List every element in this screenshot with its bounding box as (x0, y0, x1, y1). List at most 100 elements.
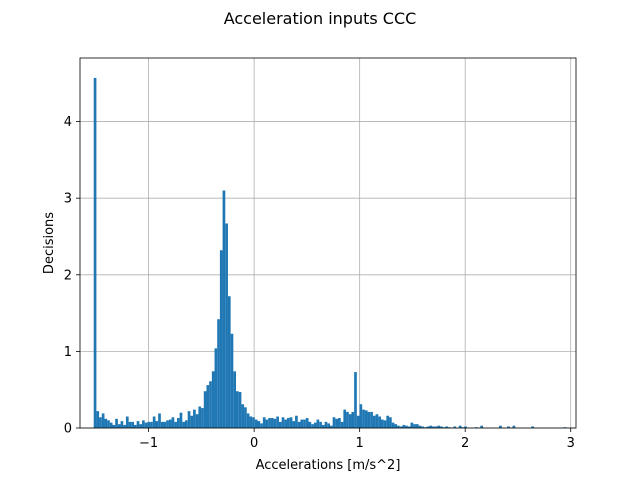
histogram-bar (407, 426, 411, 428)
x-tick-label: 3 (567, 436, 575, 451)
histogram-bar (281, 417, 285, 428)
histogram-bar (531, 426, 535, 428)
histogram-bar (332, 417, 336, 428)
histogram-bar (321, 424, 325, 428)
histogram-bar (512, 425, 516, 428)
histogram-bar (252, 417, 255, 428)
histogram-bar (115, 418, 118, 428)
histogram-bar (378, 416, 381, 428)
histogram-bar (211, 371, 215, 428)
histogram-bar (284, 419, 288, 428)
histogram-bar (362, 409, 365, 428)
histogram-bar (308, 421, 312, 428)
histogram-bar (316, 419, 320, 428)
histogram-bar (480, 425, 484, 428)
histogram-bar (386, 415, 390, 428)
histogram-bar (109, 422, 113, 428)
histogram-bar (158, 413, 161, 428)
histogram-bar (219, 250, 223, 428)
histogram-bar (324, 421, 328, 428)
histogram-bar (270, 418, 274, 428)
histogram-bar (182, 421, 186, 428)
histogram-bar (222, 190, 226, 428)
plot-area-frame (79, 57, 577, 429)
histogram-bar (254, 419, 258, 428)
histogram-bar (413, 424, 416, 428)
histogram-bar (230, 333, 234, 428)
histogram-bar (348, 414, 352, 428)
histogram-bar (160, 421, 164, 428)
chart-title: Acceleration inputs CCC (224, 9, 417, 28)
histogram-bar (426, 426, 430, 428)
histogram-bar (418, 425, 422, 428)
histogram-bar (499, 425, 502, 428)
y-tick-label: 2 (64, 268, 72, 283)
histogram-bar (434, 426, 438, 428)
histogram-bar (185, 420, 188, 428)
histogram-bar (147, 421, 151, 428)
y-tick-label: 4 (64, 115, 72, 130)
histogram-bar (142, 420, 145, 428)
histogram-bar (131, 421, 134, 428)
histogram-bar (93, 77, 97, 429)
histogram-bar (268, 418, 271, 428)
histogram-bar (214, 348, 218, 428)
histogram-bar (391, 422, 395, 428)
histogram-bar (190, 415, 194, 428)
histogram-bar (287, 418, 290, 428)
histogram-bar (397, 425, 400, 428)
histogram-bar (104, 418, 108, 428)
histogram-bar (295, 415, 298, 428)
histogram-bar (144, 422, 148, 428)
histogram-bar (440, 426, 443, 428)
histogram-bar (297, 421, 301, 428)
x-tick-label: −1 (139, 436, 158, 451)
histogram-bar (155, 421, 159, 428)
x-tick-label: 1 (356, 436, 364, 451)
histogram-bar (168, 419, 172, 428)
histogram-bar (335, 418, 339, 428)
histogram-bar (278, 421, 282, 428)
histogram-bar (359, 404, 363, 428)
histogram-bar (351, 411, 355, 428)
histogram-bar (123, 424, 126, 428)
histogram-bar (389, 417, 392, 428)
histogram-bar (370, 411, 373, 428)
histogram-bar (179, 412, 183, 428)
histogram-bar (257, 421, 261, 428)
histogram-bar (203, 391, 207, 428)
histogram-bar (174, 421, 177, 428)
x-tick-label: 2 (461, 436, 469, 451)
histogram-bar (139, 424, 143, 428)
histogram-bar (241, 404, 245, 428)
histogram-bar (380, 419, 384, 428)
histogram-bar (193, 409, 196, 428)
histogram-bar (176, 418, 180, 428)
histogram-bar (166, 420, 169, 428)
histogram-bar (292, 421, 296, 428)
histogram-bar (464, 426, 467, 428)
histogram-bar (437, 425, 441, 428)
histogram-bar (289, 417, 293, 428)
x-tick-label: 0 (250, 436, 258, 451)
histogram-bar (125, 416, 129, 428)
histogram-bar (260, 423, 263, 428)
histogram-bars (93, 77, 567, 429)
histogram-bar (273, 418, 277, 428)
x-axis-label: Accelerations [m/s^2] (256, 458, 401, 473)
histogram-bar (238, 391, 242, 428)
histogram-bar (410, 422, 414, 428)
histogram-bar (101, 413, 105, 428)
histogram-bar (217, 319, 220, 428)
histogram-bar (227, 296, 231, 428)
histogram-bar (152, 416, 156, 428)
histogram-bar (402, 424, 406, 428)
histogram-bar (383, 420, 387, 428)
histogram-bar (313, 422, 317, 428)
histogram-bar (372, 415, 376, 428)
histogram-bar (107, 420, 110, 428)
histogram-bar (198, 406, 202, 428)
histogram-bar (507, 426, 510, 428)
histogram-bar (346, 411, 349, 428)
